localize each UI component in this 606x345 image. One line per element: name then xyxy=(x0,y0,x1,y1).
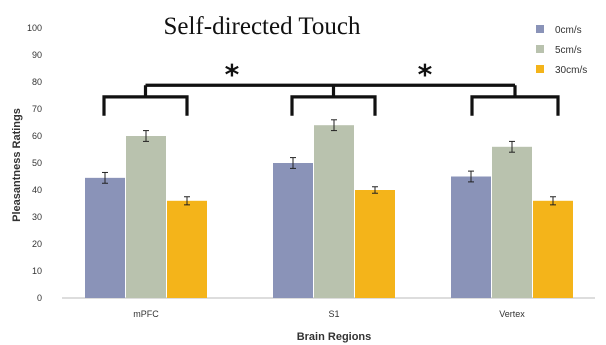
bar xyxy=(314,125,354,298)
y-tick-label: 80 xyxy=(32,77,42,87)
legend-label: 30cm/s xyxy=(555,65,587,76)
y-tick-label: 30 xyxy=(32,212,42,222)
y-tick-label: 90 xyxy=(32,50,42,60)
bar xyxy=(451,176,491,298)
x-tick-label: mPFC xyxy=(133,309,159,319)
legend-label: 0cm/s xyxy=(555,25,582,36)
bar xyxy=(85,177,125,298)
bar xyxy=(533,200,573,298)
y-tick-label: 20 xyxy=(32,239,42,249)
significance-star: * xyxy=(225,58,240,91)
x-axis-label: Brain Regions xyxy=(297,331,372,343)
y-axis-ticks: 0 10 20 30 40 50 60 70 80 90 100 xyxy=(27,23,42,303)
significance-star: * xyxy=(418,58,433,91)
y-tick-label: 100 xyxy=(27,23,42,33)
y-tick-label: 70 xyxy=(32,104,42,114)
bar xyxy=(492,146,532,298)
bar-group xyxy=(451,140,573,298)
chart-title: Self-directed Touch xyxy=(163,13,361,40)
legend-swatch xyxy=(536,45,544,53)
bar-group xyxy=(85,130,207,298)
y-tick-label: 10 xyxy=(32,266,42,276)
bar xyxy=(167,200,207,298)
y-tick-label: 60 xyxy=(32,131,42,141)
bar xyxy=(126,136,166,298)
bar xyxy=(273,163,313,298)
x-tick-label: Vertex xyxy=(499,309,525,319)
bar-groups xyxy=(85,119,573,298)
bar-group xyxy=(273,119,395,298)
significance-brackets: * * xyxy=(102,58,560,116)
y-tick-label: 40 xyxy=(32,185,42,195)
significance-bracket xyxy=(290,95,377,116)
y-axis-label: Pleasantness Ratings xyxy=(11,108,23,222)
x-axis-categories: mPFC S1 Vertex xyxy=(133,309,525,319)
legend-label: 5cm/s xyxy=(555,45,582,56)
significance-bracket xyxy=(102,95,189,116)
legend: 0cm/s 5cm/s 30cm/s xyxy=(536,25,587,76)
legend-swatch xyxy=(536,65,544,73)
significance-bracket xyxy=(470,95,560,116)
y-tick-label: 0 xyxy=(37,293,42,303)
y-tick-label: 50 xyxy=(32,158,42,168)
x-tick-label: S1 xyxy=(328,309,339,319)
legend-swatch xyxy=(536,25,544,33)
bar xyxy=(355,190,395,298)
